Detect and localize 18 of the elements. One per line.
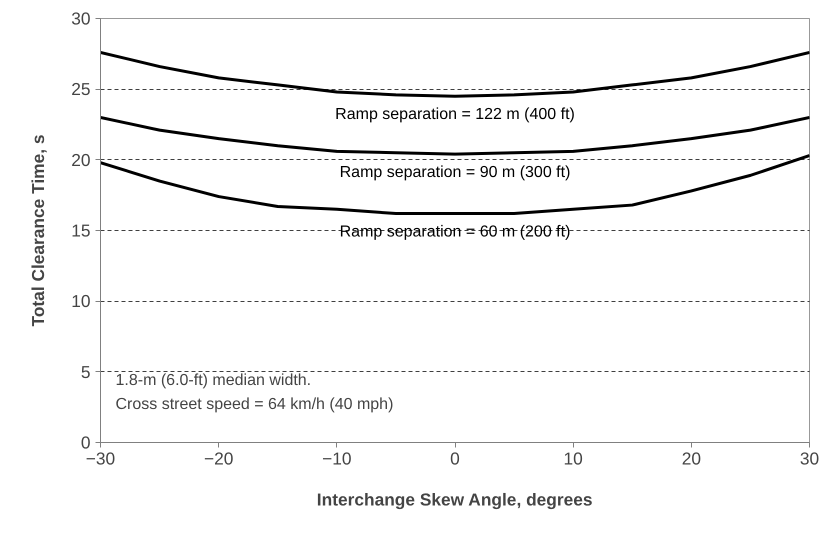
y-tick-label: 10: [71, 291, 91, 312]
y-tick-label: 30: [71, 8, 91, 28]
y-tick-label: 20: [71, 150, 91, 170]
x-tick-label: 30: [800, 448, 820, 468]
x-tick-label: 10: [564, 448, 583, 468]
x-tick-label: 0: [450, 448, 460, 468]
x-tick-label: −10: [322, 448, 352, 468]
y-tick-label: 5: [80, 362, 91, 382]
x-tick-label: −20: [204, 448, 234, 468]
y-axis-title: Total Clearance Time, s: [28, 134, 48, 326]
annotation: 1.8-m (6.0-ft) median width.: [116, 372, 312, 389]
x-tick-label: 20: [682, 448, 701, 468]
series-label: Ramp separation = 122 m (400 ft): [335, 106, 575, 124]
y-tick-label: 25: [71, 79, 91, 100]
x-axis-title: Interchange Skew Angle, degrees: [316, 490, 593, 510]
annotation: Cross street speed = 64 km/h (40 mph): [116, 396, 394, 413]
series-label: Ramp separation = 90 m (300 ft): [340, 164, 570, 182]
y-tick-label: 15: [71, 220, 91, 240]
